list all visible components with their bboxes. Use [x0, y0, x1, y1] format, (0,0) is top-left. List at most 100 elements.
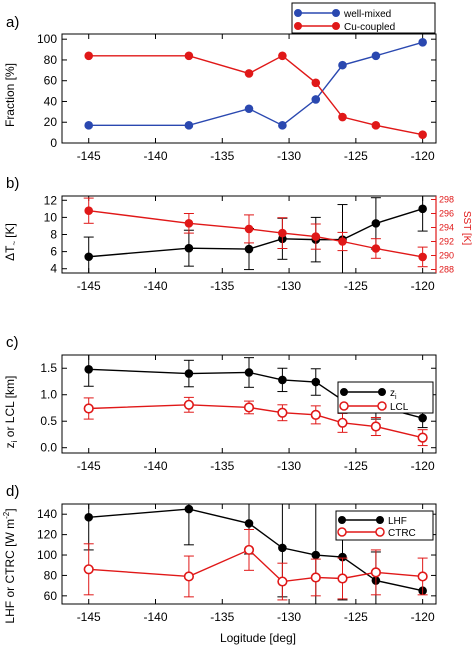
panel-b-series-0-point	[371, 219, 381, 228]
panel-c-ylabel-sub: i	[10, 440, 19, 442]
panel-c-legend-marker	[378, 388, 386, 396]
panel-c-letter: c)	[6, 334, 19, 351]
panel-c-series-lcl-point	[310, 409, 321, 420]
panel-a-legend-label: Cu-coupled	[344, 22, 395, 33]
panel-d-ytick-label: 100	[37, 548, 57, 562]
panel-b-ytick-label: 4	[50, 262, 57, 276]
panel-a-series-well-mixed-point	[278, 121, 287, 130]
panel-c-legend-label: LCL	[390, 402, 409, 413]
panel-a-series-well-mixed-point	[338, 60, 347, 70]
panel-a: a) Fraction [%]	[3, 14, 19, 127]
panel-a-frame	[61, 33, 437, 144]
panel-c-xtick-label: -135	[210, 459, 234, 473]
panel-c-series-lcl-point	[417, 432, 428, 443]
panel-b-ytick-right-label: 296	[439, 209, 454, 219]
panel-c-series-lcl-point	[277, 407, 288, 418]
panel-d-legend-marker	[338, 516, 346, 524]
panel-c-ytick-label: 0.0	[40, 441, 57, 455]
panel-d-ylabel-end: ]	[3, 508, 17, 511]
panel-b-series-1-point	[184, 219, 194, 228]
panel-d-ylabel-sup: -2	[2, 511, 11, 519]
panel-d-legend-label: LHF	[388, 516, 407, 527]
panel-a-ytick-label: 80	[44, 53, 58, 67]
panel-b-series-1-point	[278, 228, 287, 238]
panel-a-series-cu-coupled-point	[418, 130, 427, 139]
panel-a-series-well-mixed-line	[88, 41, 423, 127]
panel-c-ylabel-main: z	[3, 442, 17, 448]
panel-d-xtick-label: -120	[411, 610, 435, 624]
panel-c-legend-label: zi	[390, 388, 397, 401]
panel-b-series-1-point	[371, 244, 381, 253]
panel-c-xtick-label: -145	[77, 459, 101, 473]
panel-a-series-cu-coupled-point	[244, 69, 254, 78]
panel-c-legend-label-sub: i	[395, 394, 397, 401]
panel-b-xtick-label: -125	[344, 279, 368, 293]
panel-d-legend-label: CTRC	[388, 528, 416, 539]
panel-a-series-well-mixed-point	[184, 121, 194, 130]
panel-a-ytick-label: 0	[50, 136, 57, 150]
panel-d-ylabel-main: LHF or CTRC [W m	[3, 519, 17, 624]
panel-d-series-ctrc-point	[370, 567, 381, 578]
panel-d-series-ctrc-point	[83, 564, 94, 575]
panel-d-series-lhf-point	[278, 543, 287, 553]
panel-d-xtick-label: -125	[344, 610, 368, 624]
panel-b-ytick-right-label: 294	[439, 223, 454, 233]
panel-c-ytick-label: 0.5	[40, 414, 57, 428]
panel-d-ytick-label: 140	[37, 507, 57, 521]
panel-d-ylabel: LHF or CTRC [W m-2]	[2, 508, 17, 623]
panel-a-series-well-mixed-point	[311, 95, 321, 104]
panel-c-series-lcl-point	[83, 403, 94, 414]
panel-c-ylabel-rest: or LCL [km]	[3, 376, 17, 441]
panel-c-ytick-label: 1.5	[40, 361, 57, 375]
panel-b-xtick-label: -135	[210, 279, 234, 293]
panel-a-xtick-label: -120	[411, 149, 435, 163]
panel-d-series-ctrc-point	[243, 544, 255, 556]
panel-b-ylabel-main: ΔT	[3, 245, 17, 261]
panel-c-series-z-point	[278, 375, 287, 385]
panel-d-series-ctrc-point	[337, 573, 348, 584]
panel-d-series-ctrc	[83, 529, 428, 601]
panel-a-xtick-label: -135	[210, 149, 234, 163]
panel-a-ytick-label: 20	[44, 115, 58, 129]
panel-d-legend-box	[335, 510, 434, 541]
panel-a-series-well-mixed-point	[371, 51, 381, 61]
panel-a-legend-marker	[294, 22, 302, 30]
panel-c-series-lcl-line	[88, 404, 423, 439]
panel-c-xtick-label: -140	[143, 459, 167, 473]
panel-c-ytick-label: 1.0	[40, 388, 57, 402]
panel-d-series-ctrc-point	[183, 571, 194, 582]
panel-d-legend-marker	[375, 527, 385, 537]
panel-d-series-ctrc-point	[277, 576, 288, 587]
panel-d-xtick-label: -135	[210, 610, 234, 624]
panel-b-series-1-point	[244, 224, 254, 234]
panel-b-ytick-label: 6	[50, 245, 57, 259]
panel-b-letter: b)	[6, 175, 19, 192]
panel-a-series-cu-coupled-point	[371, 121, 381, 130]
panel-b-ytick-right-label: 290	[439, 251, 454, 261]
panel-a-series-well-mixed	[84, 38, 427, 130]
panel-d: d) LHF or CTRC [W m-2] Logitude [deg]	[2, 483, 296, 645]
panel-b-ylabel-right: SST [K]	[461, 211, 472, 245]
panel-b-ytick-label: 10	[44, 210, 58, 224]
panel-b-series-1-line	[88, 210, 423, 258]
panel-c-series-lcl-point	[243, 402, 255, 413]
panel-a-series-cu-coupled-point	[184, 51, 194, 61]
panel-a-legend-label: well-mixed	[343, 9, 391, 20]
panel-a-letter: a)	[6, 14, 19, 31]
panel-b-xtick-label: -130	[277, 279, 301, 293]
panel-c-legend-marker	[340, 388, 348, 396]
panel-a-ytick-label: 100	[37, 32, 57, 46]
panel-d-series-lhf-point	[311, 550, 321, 560]
panel-c-series-z-point	[311, 377, 321, 387]
panel-b-ytick-right-label: 288	[439, 265, 454, 275]
panel-c-series-z-point	[84, 365, 94, 374]
panel-b-series-1-point	[338, 237, 347, 246]
panel-d-legend-marker	[376, 516, 384, 524]
panel-a-series-well-mixed-point	[244, 104, 254, 114]
panel-a-xtick-label: -145	[77, 149, 101, 163]
panel-a-series-cu-coupled-point	[278, 51, 287, 61]
panel-c-series-lcl-point	[337, 417, 348, 428]
panel-d-plot: -145 -140 -135 -130 -125 -120 60 80 100 120 140 LHF…	[37, 503, 437, 624]
panel-b-series-1	[83, 197, 428, 268]
panel-c-xtick-label: -125	[344, 459, 368, 473]
